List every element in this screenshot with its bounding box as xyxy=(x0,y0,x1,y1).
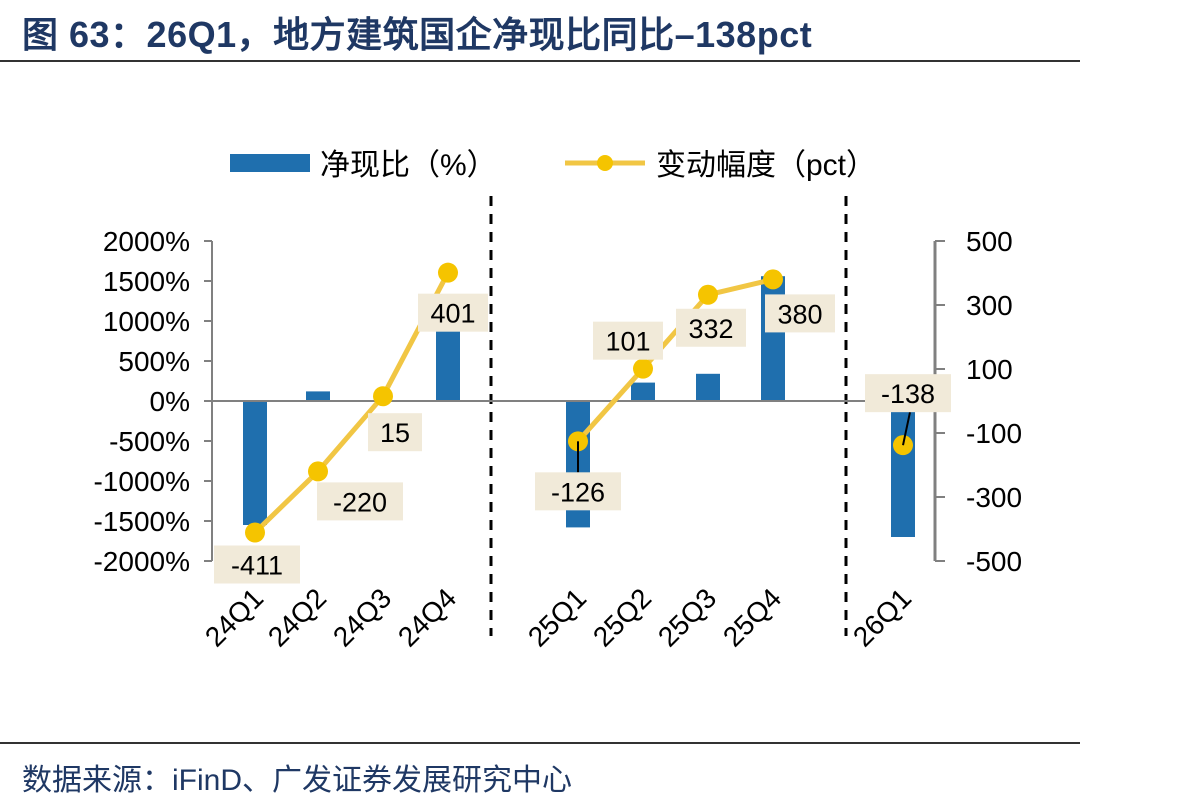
line-series xyxy=(245,262,913,543)
right-tick-label: 100 xyxy=(966,354,1013,385)
title-divider xyxy=(0,60,1080,62)
x-label-25Q1: 25Q1 xyxy=(522,582,592,652)
x-label-25Q3: 25Q3 xyxy=(652,582,722,652)
chart-title: 图 63：26Q1，地方建筑国企净现比同比–138pct xyxy=(22,14,813,55)
data-label-24Q1: -411 xyxy=(231,551,283,581)
data-label-bg xyxy=(535,472,621,511)
x-label-26Q1: 26Q1 xyxy=(847,582,917,652)
x-label-25Q2: 25Q2 xyxy=(587,582,657,652)
bar-25Q2 xyxy=(631,382,655,401)
right-axis: 500 300 100 -100 -300 -500 xyxy=(933,226,1022,577)
legend: 净现比（%） 变动幅度（pct） xyxy=(230,149,876,182)
data-label-25Q1: -126 xyxy=(551,477,605,507)
source-note: 数据来源：iFinD、广发证券发展研究中心 xyxy=(22,764,573,797)
data-label-bg xyxy=(593,321,663,360)
line-point-25Q3 xyxy=(698,284,718,305)
data-label-bg xyxy=(418,293,488,332)
left-tick-label: -500% xyxy=(109,426,190,457)
legend-bar-swatch xyxy=(230,154,310,172)
x-label-24Q1: 24Q1 xyxy=(199,582,269,652)
left-tick-label: 1000% xyxy=(103,306,190,337)
x-label-24Q3: 24Q3 xyxy=(327,582,397,652)
line-point-24Q3 xyxy=(373,386,393,407)
bar-25Q3 xyxy=(696,373,720,401)
left-axis: 2000% 1500% 1000% 500% 0% -500% -1000% -1500% -2… xyxy=(93,226,213,577)
right-tick-label: -100 xyxy=(966,418,1022,449)
x-label-24Q2: 24Q2 xyxy=(262,582,332,652)
right-tick-label: 500 xyxy=(966,226,1013,257)
line-segment xyxy=(253,271,451,535)
data-label-bg xyxy=(765,294,835,333)
left-tick-label: 2000% xyxy=(103,226,190,257)
bar-24Q1 xyxy=(243,401,267,525)
line-segment xyxy=(576,276,774,443)
data-label-25Q3: 332 xyxy=(688,314,733,344)
legend-line-marker xyxy=(597,155,613,171)
data-label-25Q2: 101 xyxy=(605,327,650,357)
data-label-26Q1: -138 xyxy=(881,379,935,409)
data-label-bg xyxy=(865,374,951,413)
left-tick-label: 1500% xyxy=(103,266,190,297)
data-label-24Q3: 15 xyxy=(380,418,410,448)
source-divider xyxy=(0,742,1080,744)
data-labels: -411 -220 15 401 -126 101 332 380 -138 xyxy=(214,293,951,584)
line-point-24Q2 xyxy=(308,461,328,482)
line-point-24Q4 xyxy=(438,262,458,283)
left-tick-label: -1500% xyxy=(93,506,190,537)
data-label-bg xyxy=(368,413,422,452)
data-label-24Q4: 401 xyxy=(430,299,475,329)
bar-24Q2 xyxy=(306,391,330,401)
chart-svg: 净现比（%） 变动幅度（pct） 2000% 1500% 1000% 500% 0% -5… xyxy=(93,149,1022,653)
right-tick-label: 300 xyxy=(966,290,1013,321)
right-tick-label: -300 xyxy=(966,482,1022,513)
legend-bar-label: 净现比（%） xyxy=(320,149,497,182)
left-tick-label: -2000% xyxy=(93,546,190,577)
line-point-24Q1 xyxy=(245,522,265,543)
period-separators xyxy=(489,196,848,636)
data-label-bg xyxy=(214,545,300,584)
right-tick-label: -500 xyxy=(966,546,1022,577)
label-leader xyxy=(902,411,911,446)
left-tick-label: 0% xyxy=(150,386,190,417)
x-label-25Q4: 25Q4 xyxy=(717,582,787,652)
bar-26Q1 xyxy=(891,401,915,537)
line-point-25Q4 xyxy=(763,269,783,290)
data-label-24Q2: -220 xyxy=(333,487,387,517)
x-label-24Q4: 24Q4 xyxy=(392,582,462,652)
left-tick-label: 500% xyxy=(118,346,190,377)
line-point-25Q2 xyxy=(633,358,653,379)
data-label-bg xyxy=(317,482,403,521)
data-label-25Q4: 380 xyxy=(777,299,822,329)
left-tick-label: -1000% xyxy=(93,466,190,497)
legend-line-label: 变动幅度（pct） xyxy=(656,149,876,182)
data-label-bg xyxy=(676,308,746,347)
